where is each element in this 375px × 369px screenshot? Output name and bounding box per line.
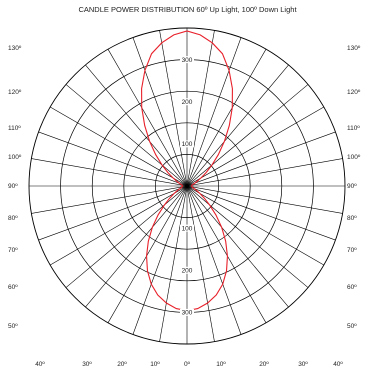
bottom-angle-label: 40º [333,361,343,368]
radial-tick-bg [180,266,194,274]
grid-circle [123,122,251,250]
grid-circle [91,90,283,282]
right-angle-label: 130º [347,45,361,52]
right-angle-label: 110º [347,125,360,132]
radial-tick-labels: 100 100 200 200 300 300 [180,56,194,317]
grid-circle [155,154,219,218]
left-angle-label: 130º [8,45,22,52]
radial-tick-bg [180,308,194,316]
grid-spoke [159,30,215,342]
radial-tick-label: 200 [182,99,193,106]
radial-tick-bg [180,140,194,148]
polar-grid [28,27,346,345]
angle-labels: 130º 120º 110º 100º 90º 80º 70º 60º 50º 130º 120º 1… [8,45,361,368]
left-angle-label: 80º [8,215,18,222]
right-angle-label: 60º [347,284,357,291]
radial-tick-bg [180,224,194,232]
right-angle-label: 50º [347,323,357,330]
bottom-angle-label: 20º [259,361,269,368]
up-light-curve [141,30,233,187]
left-angle-label: 70º [8,247,18,254]
left-angle-label: 90º [8,183,18,190]
radial-tick-label: 100 [182,225,193,232]
bottom-angle-label: 40º [35,361,45,368]
bottom-angle-label: 0º [184,361,191,368]
radial-tick-label: 300 [182,310,193,317]
bottom-angle-label: 30º [82,361,92,368]
right-angle-label: 80º [347,215,357,222]
left-angle-label: 100º [8,154,22,161]
left-angle-label: 60º [8,284,18,291]
left-angle-label: 110º [8,125,21,132]
right-angle-label: 120º [347,89,361,96]
right-angle-label: 100º [347,154,361,161]
bottom-angle-label: 30º [298,361,308,368]
left-angle-label: 50º [8,323,18,330]
grid-circle [28,27,346,345]
left-angle-label: 120º [8,89,22,96]
right-angle-label: 90º [347,183,357,190]
chart-title: CANDLE POWER DISTRIBUTION 60º Up Light, … [78,5,297,14]
right-angle-label: 70º [347,247,357,254]
radial-tick-bg [180,56,194,64]
bottom-angle-label: 10º [150,361,160,368]
bottom-angle-label: 10º [216,361,226,368]
radial-tick-label: 300 [182,57,193,64]
radial-tick-label: 200 [182,268,193,275]
bottom-angle-label: 20º [117,361,127,368]
radial-tick-label: 100 [182,141,193,148]
radial-tick-bg [180,98,194,106]
